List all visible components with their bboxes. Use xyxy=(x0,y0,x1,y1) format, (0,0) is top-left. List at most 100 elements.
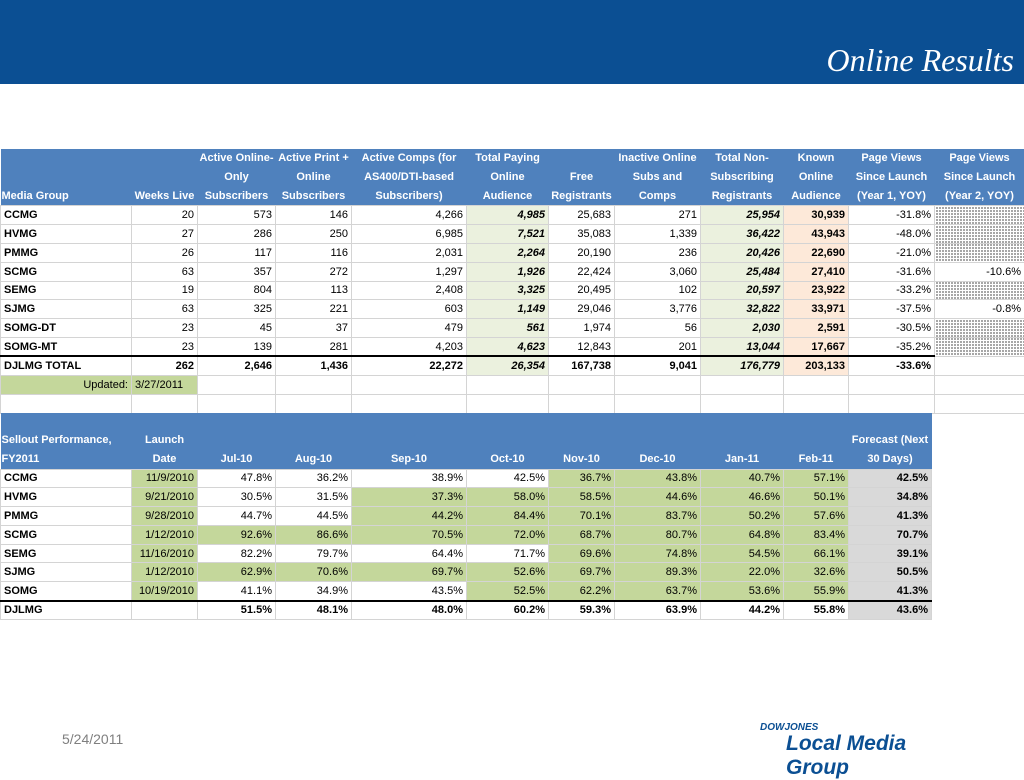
cell-weeks: 23 xyxy=(132,319,198,338)
header-nov-10: Nov-10 xyxy=(549,413,615,469)
cell-paying: 7,521 xyxy=(467,225,549,244)
empty-cell xyxy=(276,375,352,394)
total-print_online: 1,436 xyxy=(276,356,352,375)
cell-group: SCMG xyxy=(1,525,132,544)
header-known: Known Online Audience xyxy=(784,149,849,206)
cell-inactive: 3,776 xyxy=(615,300,701,319)
header-forecast: Forecast (Next 30 Days) xyxy=(849,413,932,469)
cell-nonsub: 13,044 xyxy=(701,337,784,356)
empty-cell xyxy=(276,394,352,413)
cell-month: 57.1% xyxy=(784,469,849,488)
cell-month: 68.7% xyxy=(549,525,615,544)
total-month: 48.1% xyxy=(276,601,352,620)
header-oct-10: Oct-10 xyxy=(467,413,549,469)
total-free: 167,738 xyxy=(549,356,615,375)
cell-group: SOMG-DT xyxy=(1,319,132,338)
cell-month: 66.1% xyxy=(784,544,849,563)
header-media-group: Media Group xyxy=(1,149,132,206)
cell-pv2 xyxy=(935,281,1024,300)
header-aug-10: Aug-10 xyxy=(276,413,352,469)
cell-month: 62.2% xyxy=(549,582,615,601)
dowjones-logo: DOWJONES Local Media Group xyxy=(760,722,970,762)
cell-comps: 4,203 xyxy=(352,337,467,356)
header-paying: Total Paying Online Audience xyxy=(467,149,549,206)
cell-weeks: 63 xyxy=(132,262,198,281)
footer-date: 5/24/2011 xyxy=(62,731,123,747)
page-title: Online Results xyxy=(826,40,1014,80)
total-nonsub: 176,779 xyxy=(701,356,784,375)
cell-launch: 10/19/2010 xyxy=(132,582,198,601)
cell-month: 31.5% xyxy=(276,488,352,507)
cell-group: CCMG xyxy=(1,469,132,488)
empty-cell xyxy=(352,394,467,413)
total-group: DJLMG xyxy=(1,601,132,620)
empty-cell xyxy=(615,375,701,394)
cell-month: 71.7% xyxy=(467,544,549,563)
cell-month: 32.6% xyxy=(784,563,849,582)
cell-month: 53.6% xyxy=(701,582,784,601)
cell-month: 86.6% xyxy=(276,525,352,544)
header-jan-11: Jan-11 xyxy=(701,413,784,469)
cell-nonsub: 20,597 xyxy=(701,281,784,300)
cell-month: 84.4% xyxy=(467,507,549,526)
cell-month: 22.0% xyxy=(701,563,784,582)
cell-print_online: 250 xyxy=(276,225,352,244)
cell-pv2 xyxy=(935,206,1024,225)
cell-forecast: 42.5% xyxy=(849,469,932,488)
total-month: 44.2% xyxy=(701,601,784,620)
cell-known: 33,971 xyxy=(784,300,849,319)
cell-print_online: 146 xyxy=(276,206,352,225)
header-sep-10: Sep-10 xyxy=(352,413,467,469)
cell-weeks: 23 xyxy=(132,337,198,356)
total-comps: 22,272 xyxy=(352,356,467,375)
total-month: 63.9% xyxy=(615,601,701,620)
cell-paying: 2,264 xyxy=(467,243,549,262)
cell-group: SCMG xyxy=(1,262,132,281)
cell-print_online: 113 xyxy=(276,281,352,300)
total-month: 48.0% xyxy=(352,601,467,620)
total-month: 59.3% xyxy=(549,601,615,620)
cell-group: PMMG xyxy=(1,243,132,262)
cell-inactive: 56 xyxy=(615,319,701,338)
cell-pv1: -33.2% xyxy=(849,281,935,300)
header-jul-10: Jul-10 xyxy=(198,413,276,469)
header-launch-date: Launch Date xyxy=(132,413,198,469)
cell-online_only: 804 xyxy=(198,281,276,300)
cell-online_only: 357 xyxy=(198,262,276,281)
cell-group: PMMG xyxy=(1,507,132,526)
header-online-only: Active Online-Only Subscribers xyxy=(198,149,276,206)
cell-month: 43.5% xyxy=(352,582,467,601)
total-weeks: 262 xyxy=(132,356,198,375)
header-print-online: Active Print + Online Subscribers xyxy=(276,149,352,206)
header-weeks-live: Weeks Live xyxy=(132,149,198,206)
header-inactive: Inactive Online Subs and Comps xyxy=(615,149,701,206)
cell-paying: 3,325 xyxy=(467,281,549,300)
cell-month: 58.5% xyxy=(549,488,615,507)
cell-forecast: 34.8% xyxy=(849,488,932,507)
total-pv1: -33.6% xyxy=(849,356,935,375)
cell-month: 52.5% xyxy=(467,582,549,601)
empty-cell xyxy=(849,394,935,413)
cell-group: SJMG xyxy=(1,563,132,582)
cell-month: 70.5% xyxy=(352,525,467,544)
empty-cell xyxy=(701,394,784,413)
cell-launch: 11/9/2010 xyxy=(132,469,198,488)
cell-known: 2,591 xyxy=(784,319,849,338)
cell-paying: 561 xyxy=(467,319,549,338)
total-month: 51.5% xyxy=(198,601,276,620)
cell-weeks: 26 xyxy=(132,243,198,262)
cell-month: 30.5% xyxy=(198,488,276,507)
cell-month: 69.6% xyxy=(549,544,615,563)
cell-pv2 xyxy=(935,337,1024,356)
total-online_only: 2,646 xyxy=(198,356,276,375)
logo-main-text: Local Media Group xyxy=(786,732,970,780)
cell-print_online: 221 xyxy=(276,300,352,319)
cell-month: 47.8% xyxy=(198,469,276,488)
cell-nonsub: 36,422 xyxy=(701,225,784,244)
cell-pv2: -10.6% xyxy=(935,262,1024,281)
